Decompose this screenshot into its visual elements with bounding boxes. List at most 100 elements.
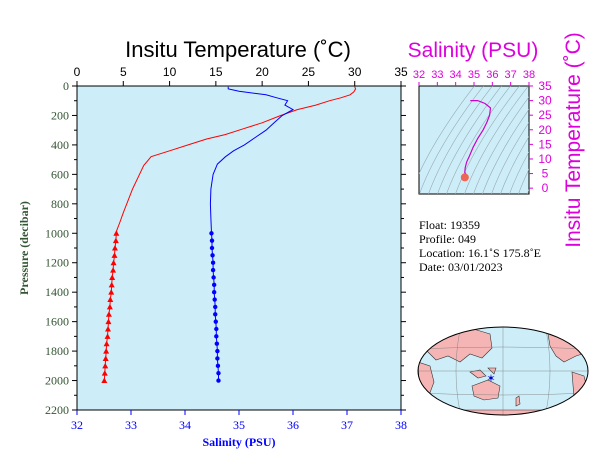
map-outline (417, 326, 589, 416)
ts-temperature-tick-label: 35 (538, 79, 552, 93)
salinity-tick-label: 38 (395, 418, 407, 432)
salinity-series (209, 86, 295, 383)
ts-line (464, 99, 492, 176)
salinity-point (215, 348, 220, 354)
salinity-tick-label: 37 (341, 418, 353, 432)
pressure-axis-label: Pressure (decibar) (17, 201, 31, 295)
salinity-point (209, 231, 214, 236)
density-contour (419, 86, 475, 175)
salinity-point (211, 289, 217, 295)
density-contour (518, 168, 529, 194)
salinity-point (212, 297, 217, 302)
density-contour (455, 86, 520, 194)
temperature-point (101, 370, 108, 376)
temperature-tick-label: 0 (74, 65, 81, 79)
salinity-point (210, 267, 216, 273)
temperature-point (107, 296, 114, 303)
temperature-point (113, 230, 120, 236)
salinity-tick-label: 36 (287, 418, 299, 432)
map-graticule (418, 327, 588, 415)
pressure-tick-label: 1000 (45, 226, 69, 240)
profile-title: Insitu Temperature (˚C) (125, 37, 351, 62)
salinity-point (215, 356, 220, 361)
temperature-point (104, 333, 111, 339)
salinity-point (209, 245, 215, 251)
ts-salinity-tick-label: 35 (468, 69, 480, 81)
temperature-point (103, 348, 110, 354)
ts-temperature-tick-label: 5 (542, 167, 549, 181)
temperature-tick-label: 10 (163, 65, 177, 79)
temperature-series (101, 86, 357, 384)
salinity-point (215, 363, 221, 369)
ts-curve (460, 99, 492, 182)
ts-temperature-tick-label: 10 (538, 152, 552, 166)
temperature-point (105, 326, 112, 332)
salinity-point (214, 334, 219, 339)
density-contour (473, 96, 529, 194)
ts-panel: Salinity (PSU) Insitu Temperature (˚C) 3… (408, 32, 585, 248)
temperature-point (101, 377, 108, 384)
pressure-tick-label: 1400 (45, 285, 69, 299)
pressure-tick-label: 600 (51, 167, 69, 181)
density-contour (500, 136, 529, 194)
salinity-point (214, 326, 219, 332)
ts-deep-cluster (460, 173, 469, 182)
salinity-point (213, 312, 218, 317)
temperature-point (106, 303, 113, 310)
temperature-tick-label: 25 (302, 65, 316, 79)
ts-title: Salinity (PSU) (408, 39, 539, 62)
pressure-axis: 0 200 400 600 800 1000 1200 1400 1600 1800 2000 220… (45, 79, 406, 417)
temperature-axis: 0 5 10 15 20 25 30 35 (74, 65, 408, 86)
pressure-tick-label: 800 (51, 197, 69, 211)
ts-temperature-tick-label: 20 (538, 123, 552, 137)
ts-temperature-tick-label: 15 (538, 137, 552, 151)
temperature-point (111, 252, 118, 258)
world-map: ✶ (417, 326, 589, 416)
temperature-point (105, 318, 112, 325)
ts-temperature-tick-label: 25 (538, 108, 552, 122)
profile-number: Profile: 049 (419, 232, 476, 246)
temperature-point (108, 289, 115, 295)
temperature-point (111, 245, 118, 251)
salinity-tick-label: 33 (125, 418, 137, 432)
salinity-point (210, 260, 216, 265)
ts-salinity-tick-label: 32 (413, 69, 425, 81)
density-contour (491, 122, 529, 194)
temperature-tick-label: 30 (348, 65, 362, 79)
temperature-point (110, 267, 117, 273)
salinity-point (216, 370, 221, 376)
temperature-tick-label: 20 (255, 65, 269, 79)
pressure-tick-label: 1200 (45, 256, 69, 270)
salinity-point (213, 319, 218, 324)
density-contour (464, 86, 529, 194)
ts-density-contours (419, 86, 529, 194)
ts-salinity-tick-label: 34 (450, 69, 462, 81)
density-contour (428, 86, 493, 194)
profile-panel: Insitu Temperature (˚C) Salinity (PSU) P… (17, 37, 408, 449)
temperature-point (102, 355, 109, 361)
pressure-tick-label: 400 (51, 138, 69, 152)
ts-temperature-tick-label: 0 (542, 181, 549, 195)
pressure-tick-label: 2000 (45, 374, 69, 388)
temperature-tick-label: 15 (209, 65, 223, 79)
temperature-point (109, 274, 116, 280)
pressure-tick-label: 0 (63, 79, 69, 93)
float-location-marker: ✶ (486, 373, 495, 385)
ts-plot-area (418, 85, 530, 195)
float-id: Float: 19359 (419, 218, 481, 232)
salinity-point (211, 275, 216, 280)
temperature-point (108, 281, 115, 288)
ts-salinity-tick-label: 36 (486, 69, 498, 81)
ts-salinity-tick-label: 38 (523, 69, 535, 81)
profile-plot-area (76, 85, 402, 411)
ts-salinity-tick-label: 33 (431, 69, 443, 81)
salinity-point (213, 304, 218, 310)
salinity-point (209, 238, 215, 243)
salinity-point (216, 378, 221, 383)
salinity-axis: 32 33 34 35 36 37 38 (71, 410, 407, 432)
ts-salinity-tick-label: 37 (505, 69, 517, 81)
pressure-tick-label: 2200 (45, 403, 69, 417)
salinity-tick-label: 34 (179, 418, 191, 432)
